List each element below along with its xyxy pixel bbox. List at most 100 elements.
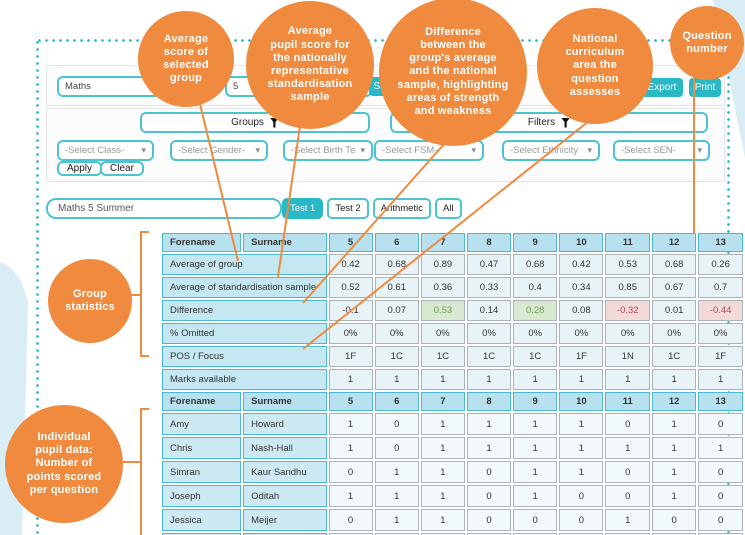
score-cell: 1: [420, 485, 465, 507]
question-column-header: 6: [374, 233, 419, 252]
score-cell: 0: [698, 413, 743, 435]
stat-cell: 0.4: [513, 277, 558, 298]
tab-arithmetic[interactable]: Arithmetic: [372, 198, 431, 219]
table-header-row: Forename Surname 5 6 7 8 9 10 11 12 13: [162, 233, 743, 252]
stat-cell: 1F: [698, 346, 743, 367]
year-select-value: 5: [233, 81, 239, 92]
stat-cell: 0.53: [420, 300, 465, 321]
filter-select-fsm[interactable]: -Select FSM- ▾: [374, 140, 484, 161]
score-cell: 0: [466, 461, 512, 483]
stat-cell: 0.33: [466, 277, 512, 298]
stat-cell: 1: [698, 369, 743, 390]
score-cell: 1: [652, 485, 697, 507]
score-cell: 0: [605, 461, 651, 483]
stat-cell: 0.85: [605, 277, 651, 298]
year-select[interactable]: 5 ▾: [225, 76, 372, 97]
pupil-row-harrison-carter: HarrisonCarter011100110: [162, 533, 743, 535]
pupil-surname: Oditah: [243, 485, 327, 507]
score-cell: 0: [466, 509, 512, 531]
stat-cell: 0.42: [328, 254, 373, 275]
pupil-row-simran-kaur-sandhu: Simran Kaur Sandhu 0 1 1 0 1 1 0 1 0: [162, 461, 743, 483]
stat-row-label: POS / Focus: [162, 346, 327, 367]
stat-cell: 0.14: [466, 300, 512, 321]
score-cell: 0: [605, 413, 651, 435]
question-column-header: 10: [559, 392, 604, 411]
stat-cell: 0.07: [374, 300, 419, 321]
filters-header[interactable]: Filters: [390, 112, 708, 133]
stat-cell: 1C: [420, 346, 465, 367]
stat-row-label: Average of group: [162, 254, 327, 275]
dotted-border-top: [36, 39, 730, 42]
stat-cell: 1C: [374, 346, 419, 367]
stat-row-label: % Omitted: [162, 323, 327, 344]
pupil-forename: Harrison: [162, 533, 242, 535]
show-button[interactable]: Show: [369, 77, 403, 96]
stat-cell: 1F: [559, 346, 604, 367]
corner-band-bottom-left: [0, 262, 28, 535]
pupil-surname: Meijer: [243, 509, 327, 531]
filter-funnel-icon: [561, 117, 571, 128]
tab-test-2[interactable]: Test 2: [327, 198, 369, 219]
test-name-input[interactable]: [46, 198, 282, 219]
groups-header[interactable]: Groups: [140, 112, 370, 133]
chevron-down-icon: ▾: [202, 81, 207, 91]
results-table: Forename Surname 5 6 7 8 9 10 11 12 13 Average of g…: [160, 231, 745, 535]
stat-cell: -0.44: [698, 300, 743, 321]
question-column-header: 13: [698, 392, 743, 411]
filter-select-gender[interactable]: -Select Gender- ▾: [170, 140, 268, 161]
surname-column-header: Surname: [243, 233, 327, 252]
question-column-header: 11: [605, 392, 651, 411]
chevron-down-icon: ▾: [255, 145, 260, 155]
score-cell: 1: [420, 437, 465, 459]
stat-row-label: Marks available: [162, 369, 327, 390]
stat-cell: 0%: [698, 323, 743, 344]
stat-cell: 0.68: [652, 254, 697, 275]
stat-cell: 0.67: [652, 277, 697, 298]
chevron-down-icon: ▾: [360, 145, 365, 155]
score-cell: 1: [513, 485, 558, 507]
test-tabs: Test 1 Test 2 Arithmetic All: [282, 198, 462, 219]
stats-row-average-of-group: Average of group 0.42 0.68 0.89 0.47 0.68 0.42…: [162, 254, 743, 275]
stat-cell: 0%: [513, 323, 558, 344]
question-column-header: 10: [559, 233, 604, 252]
stat-cell: 0.68: [374, 254, 419, 275]
subject-select[interactable]: Maths ▾: [57, 76, 215, 97]
filter-select-birth-term[interactable]: -Select Birth Term-▾: [283, 140, 373, 161]
stat-cell: 0.89: [420, 254, 465, 275]
stat-cell: 1N: [605, 346, 651, 367]
apply-button[interactable]: Apply: [57, 161, 103, 176]
score-cell: 1: [420, 413, 465, 435]
tab-test-1[interactable]: Test 1: [282, 198, 324, 219]
tab-all[interactable]: All: [434, 198, 462, 219]
question-column-header: 8: [466, 233, 512, 252]
score-cell: 0: [466, 485, 512, 507]
question-column-header: 12: [652, 233, 697, 252]
print-button[interactable]: Print: [689, 78, 721, 97]
filter-select-ethnicity[interactable]: -Select Ethnicity ▾: [502, 140, 600, 161]
filter-select-class[interactable]: -Select Class- ▾: [57, 140, 154, 161]
table-header-row: Forename Surname 5 6 7 8 9 10 11 12 13: [162, 392, 743, 411]
question-column-header: 6: [374, 392, 419, 411]
score-cell: 1: [698, 437, 743, 459]
filters-header-label: Filters: [527, 117, 556, 128]
stat-cell: 1: [466, 369, 512, 390]
stat-cell: 0.28: [513, 300, 558, 321]
stats-row-difference: Difference -0.1 0.07 0.53 0.14 0.28 0.08 -0.32 0…: [162, 300, 743, 321]
score-cell: 0: [698, 461, 743, 483]
callout-pupil-data: Individual pupil data: Number of points sco…: [5, 405, 123, 523]
stat-cell: 1: [559, 369, 604, 390]
question-column-header: 9: [513, 233, 558, 252]
score-cell: 1: [328, 485, 373, 507]
score-cell: 1: [374, 509, 419, 531]
stat-cell: 1C: [466, 346, 512, 367]
score-cell: 1: [466, 533, 512, 535]
clear-button[interactable]: Clear: [100, 161, 144, 176]
stat-cell: 0.34: [559, 277, 604, 298]
score-cell: 0: [513, 533, 558, 535]
export-button[interactable]: Export: [641, 78, 683, 97]
score-cell: 1: [605, 533, 651, 535]
question-column-header: 8: [466, 392, 512, 411]
filter-select-sen[interactable]: -Select SEN- ▾: [613, 140, 710, 161]
score-cell: 1: [513, 461, 558, 483]
